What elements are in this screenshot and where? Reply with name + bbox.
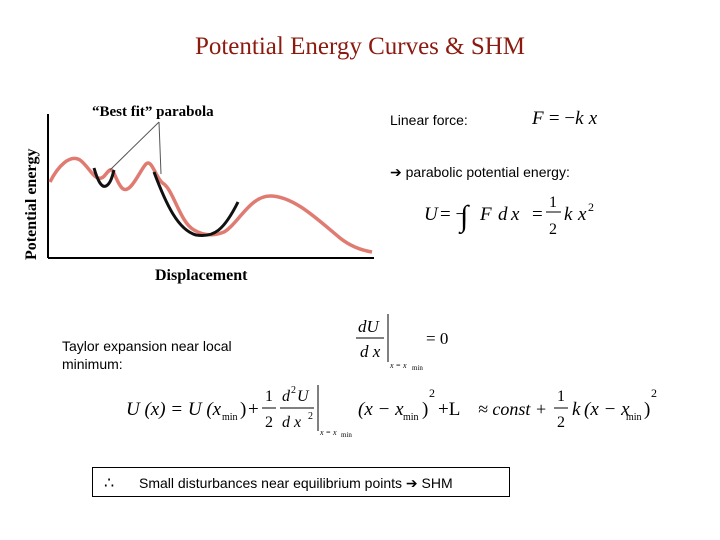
exp-approx: ≈ const + [478, 399, 547, 419]
exp-sq-close: ) [422, 399, 428, 420]
exp-sq-pow: 2 [429, 386, 435, 400]
frac-den: 2 [549, 221, 557, 238]
eq-k2: k [564, 204, 573, 225]
eq-f: F [532, 108, 544, 129]
exp-paren: ) [240, 399, 246, 420]
eq-equals: = [532, 204, 543, 225]
linear-force-label: Linear force: [390, 112, 468, 128]
potential-equation: U = − ∫ F d x = 1 2 k x 2 [424, 194, 594, 238]
derivative-condition: dU d x x = x min = 0 [356, 314, 448, 372]
eq-x3: x [577, 204, 587, 225]
eq-sign: = − [548, 108, 576, 129]
taylor-expansion-equation: U (x) = U (x min ) + 1 2 d 2 U d x 2 x =… [126, 385, 657, 439]
exp-sub-min: min [341, 431, 352, 439]
best-fit-parabola-large [152, 171, 240, 238]
eq-x2: x [510, 204, 520, 225]
eq-f2: F [479, 204, 492, 225]
exp-frac-num: 1 [265, 388, 273, 405]
x-axis-label: Displacement [155, 267, 248, 284]
deriv-den: d x [360, 342, 381, 361]
exp-tail-close: ) [644, 399, 650, 420]
exp-d2-pow: 2 [291, 385, 296, 396]
frac-num: 1 [549, 194, 557, 211]
eq-u: U [424, 204, 439, 225]
parabolic-label: parabolic potential energy: [405, 164, 570, 180]
best-fit-annotation: “Best fit” parabola [92, 104, 214, 120]
exp-d2-u: U [297, 388, 310, 405]
exp-d2-den-pow: 2 [308, 411, 313, 422]
deriv-sub: x = x [389, 361, 407, 370]
potential-energy-graph: Potential energy Displacement “Best fit”… [23, 104, 374, 284]
slide-title: Potential Energy Curves & SHM [194, 33, 526, 60]
eq-pow: 2 [588, 200, 594, 214]
exp-d2-num: d [282, 388, 291, 405]
deriv-sub-min: min [412, 364, 423, 372]
arrow-icon: ➔ [390, 164, 402, 180]
exp-sq-open: (x − x [358, 399, 404, 420]
conclusion-box [92, 467, 510, 497]
exp-frac-den: 2 [265, 414, 273, 431]
exp-k: k [572, 399, 581, 420]
exp-tail-min: min [626, 412, 642, 423]
y-axis-label: Potential energy [23, 148, 40, 260]
linear-force-equation: F = −k x [532, 108, 597, 130]
integral-icon: ∫ [458, 200, 470, 235]
exp-lhs: U (x) = U (x [126, 399, 222, 420]
parabolic-line: ➔ parabolic potential energy: [390, 164, 570, 181]
conclusion-text: Small disturbances near equilibrium poin… [139, 475, 453, 491]
best-fit-parabola-small [92, 167, 116, 188]
exp-min: min [222, 412, 238, 423]
exp-tail: (x − x [584, 399, 630, 420]
exp-dots: +L [438, 399, 460, 420]
eq-d: d [498, 204, 508, 225]
taylor-label: Taylor expansion near local minimum: [62, 338, 232, 372]
exp-tail-pow: 2 [651, 386, 657, 400]
deriv-rhs: = 0 [426, 329, 448, 348]
exp-frac2-den: 2 [557, 414, 565, 431]
exp-plus: + [248, 399, 259, 420]
potential-curve [48, 156, 373, 254]
exp-d2-den: d x [282, 414, 301, 431]
exp-sq-min: min [403, 412, 419, 423]
exp-sub: x = x [319, 428, 337, 437]
annotation-pointer-2 [158, 121, 162, 175]
eq-minus: = − [440, 204, 466, 225]
exp-frac2-num: 1 [557, 388, 565, 405]
eq-k: k [575, 108, 584, 129]
deriv-num: dU [358, 317, 381, 336]
eq-x: x [588, 108, 598, 129]
therefore-icon: ∴ [104, 475, 115, 492]
annotation-pointer-1 [109, 121, 160, 171]
